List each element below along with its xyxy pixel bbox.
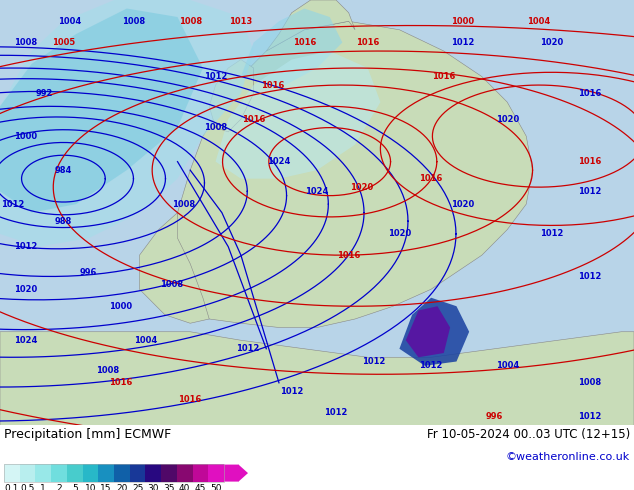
Text: 1016: 1016: [242, 115, 265, 123]
Bar: [193, 464, 209, 482]
Text: 1008: 1008: [96, 366, 119, 374]
Text: 1000: 1000: [451, 17, 474, 26]
Text: 1012: 1012: [451, 38, 474, 47]
Text: 1020: 1020: [350, 183, 373, 192]
Bar: [82, 464, 98, 482]
Text: 1012: 1012: [363, 357, 385, 366]
Text: 1016: 1016: [337, 251, 360, 260]
Text: 45: 45: [195, 484, 206, 490]
Text: 10: 10: [85, 484, 96, 490]
Text: 40: 40: [179, 484, 190, 490]
Polygon shape: [0, 0, 254, 246]
Text: 1016: 1016: [109, 378, 132, 387]
Text: 1012: 1012: [578, 412, 601, 421]
Text: 1020: 1020: [451, 199, 474, 209]
Text: 1012: 1012: [420, 361, 443, 370]
Text: 1024: 1024: [14, 336, 37, 345]
Bar: [209, 464, 224, 482]
Text: 1016: 1016: [293, 38, 316, 47]
Text: 1008: 1008: [160, 280, 183, 290]
Text: 0.5: 0.5: [20, 484, 35, 490]
Text: 1004: 1004: [496, 361, 519, 370]
Text: 1000: 1000: [14, 132, 37, 141]
Text: 25: 25: [132, 484, 143, 490]
Bar: [4, 464, 20, 482]
Text: 1012: 1012: [280, 387, 303, 396]
Bar: [145, 464, 161, 482]
Text: 1016: 1016: [356, 38, 379, 47]
Text: 35: 35: [163, 484, 175, 490]
FancyArrow shape: [224, 464, 248, 482]
Text: Precipitation [mm] ECMWF: Precipitation [mm] ECMWF: [4, 428, 171, 441]
Text: 50: 50: [210, 484, 222, 490]
Text: 1016: 1016: [261, 80, 284, 90]
Polygon shape: [209, 60, 254, 132]
Text: 20: 20: [116, 484, 127, 490]
Text: 1004: 1004: [134, 336, 157, 345]
Bar: [161, 464, 177, 482]
Text: 1020: 1020: [540, 38, 563, 47]
Text: 1012: 1012: [1, 199, 24, 209]
Text: 1012: 1012: [236, 344, 259, 353]
Text: 1016: 1016: [432, 72, 455, 81]
Text: 1012: 1012: [540, 229, 563, 239]
Text: 1020: 1020: [496, 115, 519, 123]
Polygon shape: [0, 8, 203, 213]
Text: 1016: 1016: [578, 157, 601, 166]
Bar: [4, 464, 224, 482]
Polygon shape: [216, 51, 380, 179]
Text: 1004: 1004: [58, 17, 81, 26]
Text: 1012: 1012: [204, 72, 227, 81]
Polygon shape: [241, 8, 342, 85]
Polygon shape: [139, 213, 209, 323]
Text: 1020: 1020: [388, 229, 411, 239]
Text: 988: 988: [55, 217, 72, 226]
Text: 1008: 1008: [204, 123, 227, 132]
Text: 1020: 1020: [14, 285, 37, 294]
Text: 984: 984: [55, 166, 72, 174]
Text: 1008: 1008: [578, 378, 601, 387]
Text: 30: 30: [148, 484, 159, 490]
Text: 1016: 1016: [179, 395, 202, 404]
Text: 992: 992: [36, 89, 53, 98]
Polygon shape: [406, 306, 450, 357]
Text: 1005: 1005: [52, 38, 75, 47]
Text: 1008: 1008: [179, 17, 202, 26]
Bar: [177, 464, 193, 482]
Bar: [98, 464, 114, 482]
Text: ©weatheronline.co.uk: ©weatheronline.co.uk: [506, 452, 630, 462]
Text: 996: 996: [486, 412, 503, 421]
Bar: [114, 464, 130, 482]
Polygon shape: [171, 21, 533, 327]
Text: 1013: 1013: [230, 17, 252, 26]
Text: 15: 15: [100, 484, 112, 490]
Text: 996: 996: [80, 268, 98, 277]
Bar: [36, 464, 51, 482]
Text: 1008: 1008: [122, 17, 145, 26]
Text: 1016: 1016: [420, 174, 443, 183]
Text: 1008: 1008: [172, 199, 195, 209]
Text: 1008: 1008: [14, 38, 37, 47]
Text: 1012: 1012: [325, 408, 347, 417]
Text: 1016: 1016: [578, 89, 601, 98]
Text: 1012: 1012: [14, 242, 37, 251]
Text: 1024: 1024: [306, 187, 328, 196]
Text: Fr 10-05-2024 00..03 UTC (12+15): Fr 10-05-2024 00..03 UTC (12+15): [427, 428, 630, 441]
Text: 1024: 1024: [268, 157, 290, 166]
Text: 2: 2: [56, 484, 61, 490]
Text: 1004: 1004: [527, 17, 550, 26]
Text: 1012: 1012: [578, 272, 601, 281]
Text: 1000: 1000: [109, 302, 132, 311]
Text: 1: 1: [41, 484, 46, 490]
Polygon shape: [0, 332, 634, 425]
Polygon shape: [266, 0, 355, 51]
Bar: [130, 464, 145, 482]
Text: 5: 5: [72, 484, 77, 490]
Bar: [67, 464, 82, 482]
Polygon shape: [399, 298, 469, 366]
Text: 1012: 1012: [578, 187, 601, 196]
Text: 0.1: 0.1: [4, 484, 19, 490]
Bar: [20, 464, 36, 482]
Bar: [51, 464, 67, 482]
